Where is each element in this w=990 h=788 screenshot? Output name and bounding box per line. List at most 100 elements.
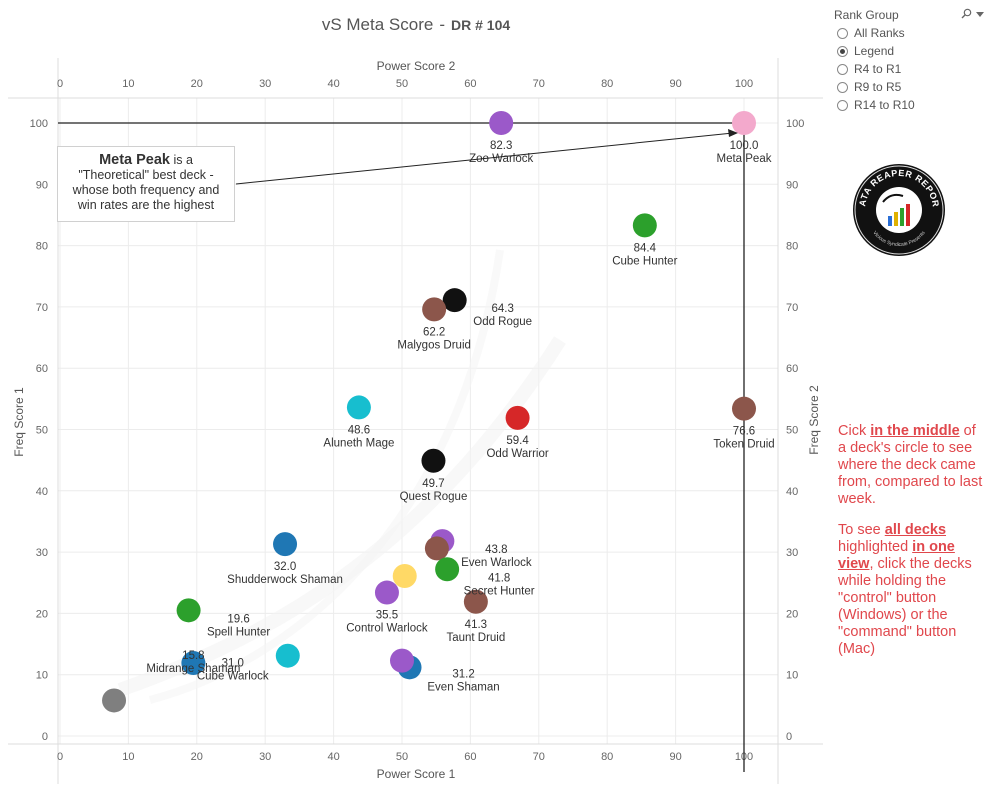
score-label-quest-rogue: 49.7 bbox=[422, 478, 444, 490]
rank-option-r9-to-r5[interactable]: R9 to R5 bbox=[834, 78, 984, 96]
score-label-odd-warrior: 59.4 bbox=[506, 435, 529, 447]
radio-button[interactable] bbox=[837, 27, 848, 39]
x2-axis-label: Power Score 2 bbox=[377, 59, 456, 73]
point-spell-hunter[interactable] bbox=[176, 598, 201, 623]
point-unlabeled-19[interactable] bbox=[390, 648, 414, 673]
x-tick-label: 0 bbox=[57, 751, 63, 763]
point-token-druid[interactable] bbox=[732, 396, 756, 421]
watermark-swoosh bbox=[117, 249, 566, 704]
point-unlabeled-21[interactable] bbox=[102, 688, 127, 713]
y-tick-label: 90 bbox=[36, 179, 48, 191]
x-tick-label: 30 bbox=[259, 751, 271, 763]
score-label-control-warlock: 35.5 bbox=[376, 610, 398, 622]
y-tick-label: 0 bbox=[42, 731, 48, 743]
point-control-warlock[interactable] bbox=[374, 580, 399, 605]
score-label-zoo-warlock: 82.3 bbox=[490, 140, 512, 152]
x2-tick-label: 90 bbox=[669, 78, 681, 90]
name-label-even-shaman: Even Shaman bbox=[427, 681, 499, 693]
point-shudderwock-shaman[interactable] bbox=[273, 532, 298, 557]
point-malygos-druid[interactable] bbox=[422, 297, 447, 322]
point-aluneth-mage[interactable] bbox=[346, 395, 371, 420]
name-label-taunt-druid: Taunt Druid bbox=[446, 632, 505, 644]
y2-tick-label: 50 bbox=[786, 425, 798, 437]
note2-b: all decks bbox=[884, 522, 947, 538]
name-label-malygos-druid: Malygos Druid bbox=[397, 339, 471, 351]
search-icon[interactable] bbox=[961, 8, 972, 22]
point-quest-rogue[interactable] bbox=[421, 448, 446, 473]
rank-option-label: R14 to R10 bbox=[854, 98, 915, 112]
chevron-down-icon[interactable] bbox=[976, 9, 984, 21]
name-label-secret-hunter: Secret Hunter bbox=[464, 585, 535, 597]
x2-tick-label: 0 bbox=[57, 78, 63, 90]
x-tick-label: 80 bbox=[601, 751, 613, 763]
name-label-control-warlock: Control Warlock bbox=[346, 623, 428, 635]
radio-button[interactable] bbox=[837, 45, 848, 57]
chart-title: vS Meta Score - DR # 104 bbox=[322, 15, 511, 34]
y-tick-label: 30 bbox=[36, 547, 48, 559]
score-label-malygos-druid: 62.2 bbox=[423, 326, 445, 338]
x-tick-label: 10 bbox=[122, 751, 134, 763]
callout-line1: Meta Peak is a bbox=[58, 153, 234, 168]
callout-arrow bbox=[235, 132, 734, 185]
point-cube-hunter[interactable] bbox=[632, 213, 657, 238]
point-midrange-shaman[interactable] bbox=[181, 651, 206, 676]
rank-option-label: Legend bbox=[854, 44, 895, 58]
x-tick-label: 40 bbox=[327, 751, 339, 763]
rank-option-r4-to-r1[interactable]: R4 to R1 bbox=[834, 60, 984, 78]
radio-button[interactable] bbox=[837, 63, 848, 75]
radio-button[interactable] bbox=[837, 81, 848, 93]
name-label-cube-warlock: Cube Warlock bbox=[197, 671, 269, 683]
y-tick-label: 80 bbox=[36, 241, 48, 253]
name-label-aluneth-mage: Aluneth Mage bbox=[323, 437, 394, 449]
score-label-cube-hunter: 84.4 bbox=[634, 242, 657, 254]
callout-line3: whose both frequency and bbox=[72, 183, 220, 197]
radio-button[interactable] bbox=[837, 99, 848, 111]
x-tick-label: 20 bbox=[191, 751, 203, 763]
point-zoo-warlock[interactable] bbox=[489, 111, 514, 135]
score-label-aluneth-mage: 48.6 bbox=[348, 424, 370, 436]
point-taunt-druid[interactable] bbox=[463, 589, 488, 614]
y2-tick-label: 20 bbox=[786, 608, 798, 620]
x2-tick-label: 10 bbox=[122, 78, 134, 90]
note2-e: , click the decks while holding the "con… bbox=[838, 556, 972, 657]
rank-option-legend[interactable]: Legend bbox=[834, 42, 984, 60]
rank-group-filter: Rank Group All Ranks Legend R4 to R1 R9 to … bbox=[834, 6, 984, 114]
callout-rest: is a bbox=[170, 153, 193, 167]
x-axis-label: Power Score 1 bbox=[377, 767, 456, 781]
score-label-meta-peak: 100.0 bbox=[730, 140, 759, 152]
x2-tick-label: 50 bbox=[396, 78, 408, 90]
name-label-quest-rogue: Quest Rogue bbox=[400, 491, 468, 503]
x2-tick-label: 60 bbox=[464, 78, 476, 90]
y-axis-label: Freq Score 1 bbox=[12, 387, 26, 457]
y2-tick-label: 80 bbox=[786, 241, 798, 253]
point-unlabeled-11[interactable] bbox=[424, 536, 449, 561]
x-tick-label: 60 bbox=[464, 751, 476, 763]
point-meta-peak[interactable] bbox=[732, 111, 756, 135]
note1-b: in the middle bbox=[870, 423, 960, 439]
y2-tick-label: 70 bbox=[786, 302, 798, 314]
x2-tick-label: 20 bbox=[191, 78, 203, 90]
y-tick-label: 50 bbox=[36, 425, 48, 437]
point-odd-rogue[interactable] bbox=[442, 288, 467, 313]
x2-tick-label: 100 bbox=[735, 78, 753, 90]
point-cube-warlock[interactable] bbox=[275, 643, 300, 668]
rank-option-label: R4 to R1 bbox=[854, 62, 902, 76]
y2-axis-label: Freq Score 2 bbox=[807, 385, 821, 455]
point-secret-hunter[interactable] bbox=[435, 557, 460, 582]
rank-group-options: All Ranks Legend R4 to R1 R9 to R5 R14 to R1… bbox=[834, 24, 984, 114]
note2-a: To see bbox=[838, 522, 885, 538]
x2-tick-label: 30 bbox=[259, 78, 271, 90]
rank-option-r14-to-r10[interactable]: R14 to R10 bbox=[834, 96, 984, 114]
note2-d: in one view bbox=[838, 539, 955, 572]
score-label-odd-rogue: 64.3 bbox=[491, 303, 513, 315]
point-unlabeled-13[interactable] bbox=[392, 564, 417, 589]
y2-tick-label: 40 bbox=[786, 486, 798, 498]
point-odd-warrior[interactable] bbox=[505, 405, 530, 430]
y-tick-label: 70 bbox=[36, 302, 48, 314]
rank-option-label: R9 to R5 bbox=[854, 80, 902, 94]
name-label-shudderwock-shaman: Shudderwock Shaman bbox=[227, 574, 343, 586]
rank-option-all-ranks[interactable]: All Ranks bbox=[834, 24, 984, 42]
name-label-odd-rogue: Odd Rogue bbox=[473, 316, 532, 328]
callout-line4: win rates are the highest bbox=[77, 198, 215, 212]
